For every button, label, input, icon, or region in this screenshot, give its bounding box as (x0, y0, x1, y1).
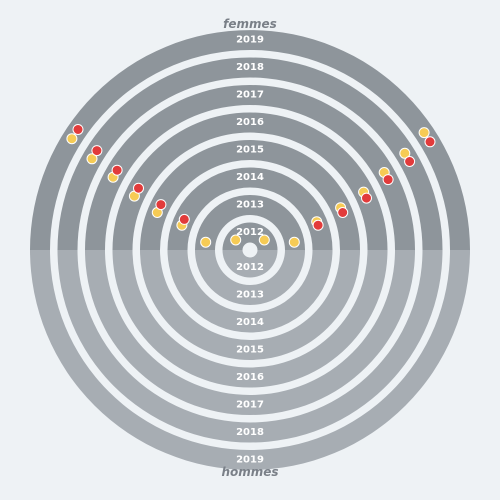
rings-group (30, 30, 470, 470)
year-label-bottom-2015: 2015 (236, 345, 264, 356)
ring-top-2018 (57, 57, 443, 250)
ring-top-2013 (195, 195, 305, 250)
dot-red-2017-17 (111, 164, 123, 176)
dot-red-2019-27 (424, 136, 436, 148)
ring-top-2016 (112, 112, 388, 251)
year-label-top-2014: 2014 (236, 172, 264, 183)
dot-yellow-2019-26 (418, 127, 430, 139)
dot-red-2015-11 (337, 207, 349, 218)
ring-bottom-2015 (140, 250, 360, 360)
year-label-bottom-2012: 2012 (236, 262, 264, 273)
dot-red-2015-9 (155, 199, 167, 211)
ring-bottom-2013 (195, 250, 305, 305)
year-label-bottom-2019: 2019 (236, 455, 264, 466)
year-label-top-2019: 2019 (236, 35, 264, 46)
bottom-group-label: hommes (221, 465, 278, 479)
ring-top-2014 (167, 167, 333, 250)
dot-yellow-2019-24 (66, 133, 78, 145)
year-label-bottom-2018: 2018 (236, 427, 264, 438)
dot-red-2014-7 (312, 219, 324, 231)
year-label-bottom-2016: 2016 (236, 372, 264, 383)
year-label-top-2016: 2016 (236, 117, 264, 128)
year-label-top-2012: 2012 (236, 227, 264, 238)
dot-red-2014-5 (178, 213, 190, 225)
year-label-top-2017: 2017 (236, 90, 264, 101)
dot-red-2019-25 (72, 124, 84, 135)
ring-top-2015 (140, 140, 360, 250)
dot-yellow-2012-0 (230, 234, 242, 246)
year-label-top-2018: 2018 (236, 62, 264, 73)
dot-red-2016-15 (361, 192, 372, 204)
year-labels-group: 2012 2012 2013 2013 2014 2014 2015 2015 2016 2016… (236, 35, 264, 466)
ring-top-2017 (85, 85, 415, 250)
dot-red-2017-19 (382, 174, 394, 186)
ring-bottom-2017 (85, 250, 415, 415)
ring-bottom-2016 (112, 250, 388, 388)
ring-bottom-2018 (57, 250, 443, 443)
dot-red-2018-21 (91, 145, 103, 157)
dot-yellow-2018-20 (86, 153, 98, 165)
year-label-bottom-2013: 2013 (236, 290, 264, 301)
ring-bottom-2014 (167, 250, 333, 333)
dot-red-2018-23 (404, 156, 416, 167)
year-label-top-2013: 2013 (236, 200, 264, 211)
dots-group (66, 124, 436, 248)
year-label-top-2015: 2015 (236, 145, 264, 156)
dot-yellow-2013-2 (200, 236, 212, 248)
dot-yellow-2013-3 (288, 236, 300, 248)
year-label-bottom-2017: 2017 (236, 400, 264, 411)
dot-yellow-2018-22 (399, 147, 411, 159)
dot-red-2016-13 (133, 182, 144, 194)
year-label-bottom-2014: 2014 (236, 317, 264, 328)
ring-bottom-2012 (222, 250, 278, 278)
dot-yellow-2012-1 (258, 234, 270, 246)
top-group-label: femmes (223, 17, 277, 31)
